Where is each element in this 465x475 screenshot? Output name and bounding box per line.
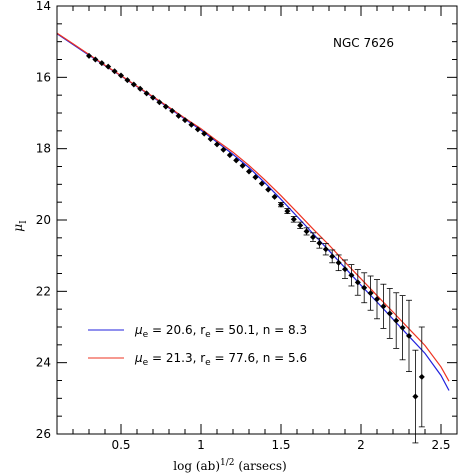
data-point	[201, 130, 208, 137]
data-point	[342, 266, 348, 273]
data-point	[361, 284, 368, 291]
data-point	[143, 90, 150, 97]
data-point	[393, 317, 400, 324]
fit-curves	[56, 32, 450, 391]
y-tick-label: 26	[36, 427, 51, 441]
y-tick-label: 22	[36, 284, 51, 298]
data-point	[118, 72, 124, 79]
data-point	[386, 310, 393, 317]
data-point	[252, 174, 259, 181]
legend-r-e-1: 77.6	[228, 351, 255, 365]
legend-n-1: 5.6	[288, 351, 307, 365]
data-point	[207, 136, 214, 143]
data-point	[406, 332, 412, 339]
data-point	[111, 68, 118, 75]
data-point	[182, 117, 188, 124]
data-point	[418, 373, 425, 380]
data-point	[175, 112, 182, 119]
data-point	[367, 290, 374, 297]
y-axis-label: μI	[11, 220, 29, 232]
y-tick-label: 14	[36, 0, 51, 13]
legend: μe = 20.6, re = 50.1, n = 8.3 μe = 21.3,…	[88, 323, 307, 368]
data-points	[86, 52, 425, 444]
data-point	[374, 296, 380, 303]
data-point	[322, 246, 329, 253]
data-point	[169, 107, 176, 114]
data-point	[188, 121, 195, 128]
x-tick-label: 0.5	[111, 438, 130, 452]
data-point	[329, 253, 336, 260]
data-point	[310, 234, 316, 241]
data-point	[150, 94, 156, 101]
data-point	[316, 240, 323, 247]
x-tick-label: 1.5	[271, 438, 290, 452]
data-point	[335, 259, 342, 266]
data-point	[233, 157, 240, 164]
y-axis-label-main: μ	[11, 224, 25, 232]
y-tick-label: 18	[36, 142, 51, 156]
legend-mu-e-0: 20.6	[166, 323, 193, 337]
data-point	[137, 85, 144, 92]
data-point	[86, 52, 92, 59]
data-point	[354, 279, 361, 286]
legend-n-0: 8.3	[288, 323, 307, 337]
data-point	[214, 141, 220, 148]
data-point	[271, 193, 278, 200]
data-point	[380, 303, 387, 310]
x-axis-label-sup: 1/2	[220, 458, 234, 468]
y-tick-label: 20	[36, 213, 51, 227]
fit-curve-1	[56, 32, 450, 382]
data-point	[246, 168, 252, 175]
data-point	[258, 180, 265, 187]
y-tick-label: 24	[36, 356, 51, 370]
data-point	[105, 63, 112, 70]
data-point	[92, 56, 99, 63]
y-axis-label-sub: I	[19, 220, 29, 224]
data-point	[162, 103, 169, 110]
data-point	[226, 152, 233, 159]
data-point	[265, 186, 272, 193]
x-tick-label: 2	[357, 438, 365, 452]
x-tick-label: 1	[197, 438, 205, 452]
data-point	[130, 81, 137, 88]
legend-r-e-0: 50.1	[228, 323, 255, 337]
x-tick-label: 2.5	[431, 438, 450, 452]
data-point	[278, 201, 284, 208]
data-point	[156, 99, 163, 106]
annotation-label: NGC 7626	[333, 36, 394, 50]
data-point	[220, 146, 227, 153]
x-axis-label: log (ab)1/2 (arsecs)	[173, 458, 286, 473]
legend-mu-e-1: 21.3	[166, 351, 193, 365]
data-point	[284, 208, 291, 215]
data-point	[239, 162, 246, 169]
data-point	[194, 126, 201, 133]
data-point	[303, 228, 310, 235]
data-point	[412, 393, 419, 400]
legend-entry-red: μe = 21.3, re = 77.6, n = 5.6	[134, 351, 307, 368]
y-tick-label: 16	[36, 70, 51, 84]
data-point	[98, 60, 105, 67]
data-point	[399, 324, 406, 331]
plot-frame	[56, 5, 458, 435]
x-axis-label-suffix: (arsecs)	[235, 459, 287, 473]
legend-entry-blue: μe = 20.6, re = 50.1, n = 8.3	[134, 323, 307, 340]
data-point	[290, 216, 297, 223]
data-point	[124, 77, 131, 84]
x-axis-ticks: 0.5 1 1.5 2 2.5	[72, 6, 451, 452]
data-point	[297, 222, 304, 229]
x-axis-label-main: log (ab)	[173, 459, 220, 473]
y-axis-ticks: 14 16 18 20 22 24 26	[36, 0, 457, 441]
data-point	[348, 272, 355, 279]
